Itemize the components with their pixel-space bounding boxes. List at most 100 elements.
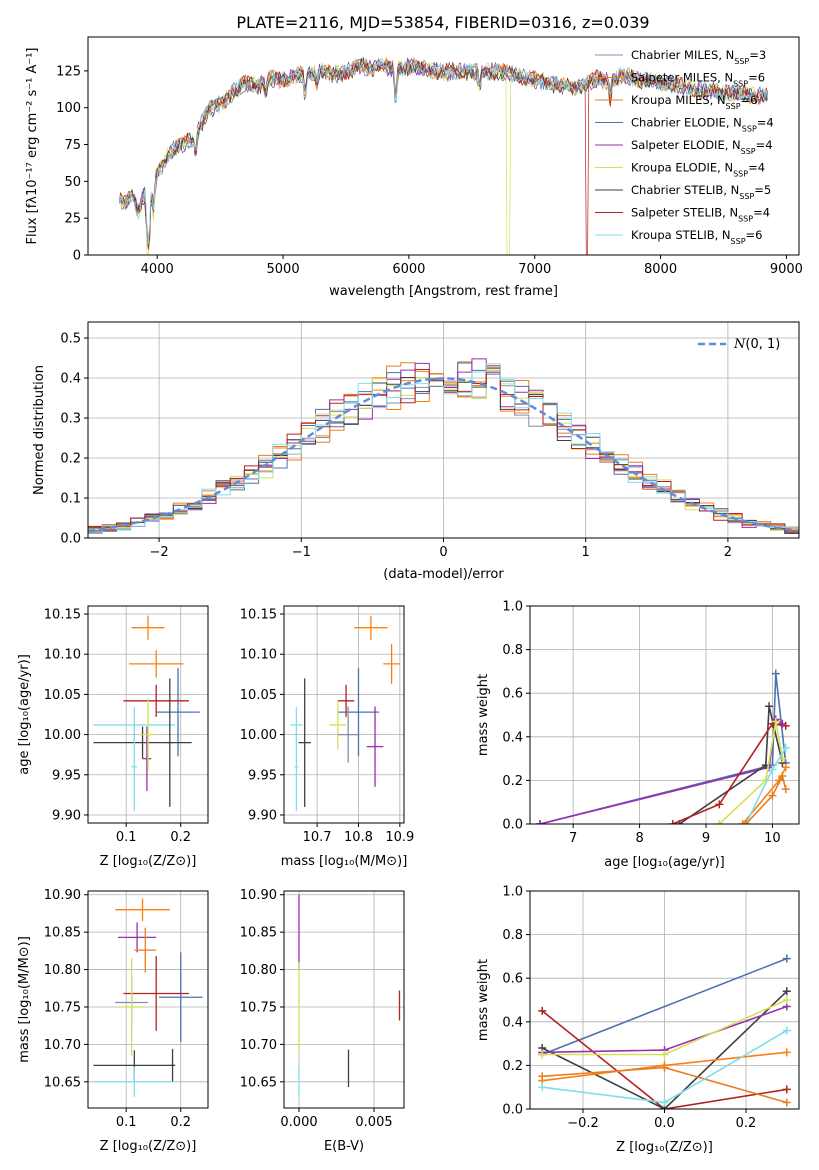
y-tick-label: 10.65 — [240, 1075, 277, 1090]
y-tick-label: 125 — [56, 64, 81, 79]
plot-area — [535, 669, 790, 824]
mass-weight-marker — [538, 1006, 547, 1015]
mass-weight-marker — [782, 987, 791, 996]
mass-weight-marker — [741, 820, 750, 824]
y-tick-label: 10.65 — [44, 1075, 81, 1090]
y-axis-label: Flux [fλ10⁻¹⁷ erg cm⁻² s⁻¹ A⁻¹] — [25, 48, 40, 245]
plot-area — [538, 954, 791, 1109]
y-tick-label: 0.5 — [60, 332, 81, 347]
y-tick-label: 10.00 — [44, 728, 81, 743]
axes-border — [87, 605, 209, 824]
x-axis-label: E(B-V) — [324, 1139, 364, 1154]
y-tick-label: 10.85 — [44, 926, 81, 941]
mass-weight-marker — [538, 1072, 547, 1081]
legend-entry: N(0, 1) — [733, 337, 780, 352]
residual-legend: N(0, 1) — [698, 337, 780, 352]
mass-weight-marker — [538, 1050, 547, 1059]
y-tick-label: 9.95 — [52, 768, 81, 783]
y-tick-label: 0.6 — [502, 687, 523, 702]
y-tick-label: 10.15 — [44, 608, 81, 623]
normal-reference-curve — [88, 377, 799, 533]
x-tick-label: 0.1 — [116, 830, 137, 845]
y-tick-label: 0.2 — [502, 1059, 523, 1074]
spectrum-panel: 4000 5000 6000 7000 8000 9000 0 25 50 75 100 125 wav… — [25, 36, 803, 299]
legend-entry: Chabrier ELODIE, NSSP=4 — [631, 116, 774, 134]
y-tick-label: 10.05 — [44, 688, 81, 703]
mass-weight-marker — [768, 765, 777, 774]
axes-frame: 0.1 0.2 10.65 10.70 10.75 10.80 10.85 10.90 Z [l… — [17, 888, 209, 1154]
mass-vs-metallicity-panel: 0.1 0.2 10.65 10.70 10.75 10.80 10.85 10.90 Z [l… — [17, 888, 209, 1154]
mass-weight-marker — [782, 1026, 791, 1035]
y-tick-label: 1.0 — [502, 600, 523, 615]
mass-weight-marker — [715, 820, 724, 824]
mass-weight-marker — [782, 996, 791, 1004]
mass-weight-marker — [781, 763, 790, 772]
y-tick-label: 0.6 — [502, 972, 523, 987]
x-tick-label: −2 — [150, 545, 169, 560]
x-tick-label: 0.2 — [170, 830, 191, 845]
spectrum-series-line — [119, 57, 768, 245]
y-tick-label: 10.70 — [44, 1038, 81, 1053]
spectrum-legend: Chabrier MILES, NSSP=3 Salpeter MILES, NS… — [595, 48, 774, 246]
x-tick-label: 6000 — [392, 262, 425, 277]
axes-border — [87, 321, 800, 539]
mass-weight-marker — [782, 1085, 791, 1094]
y-tick-label: 0 — [73, 249, 81, 264]
axes-border — [283, 890, 405, 1109]
x-axis-label: (data-model)/error — [383, 567, 504, 582]
legend-entry: Kroupa ELODIE, NSSP=4 — [631, 161, 765, 179]
y-tick-label: 10.05 — [240, 688, 277, 703]
mass-weight-line — [745, 773, 787, 824]
x-tick-label: 0.1 — [116, 1115, 137, 1130]
x-tick-label: 10 — [764, 831, 781, 846]
axes-frame: 0.000 0.005 10.65 10.70 10.75 10.80 10.85 10.90… — [240, 888, 405, 1154]
y-tick-label: 0.0 — [502, 1103, 523, 1118]
residuals-panel: −2 −1 0 1 2 0.0 0.1 0.2 0.3 0.4 0.5 (data-model)/er… — [32, 321, 800, 582]
x-tick-label: 10.9 — [385, 830, 414, 845]
y-axis-label: Normed distribution — [32, 365, 47, 495]
y-axis-label: mass weight — [476, 674, 491, 756]
mass-weight-marker — [781, 721, 790, 730]
y-tick-label: 10.15 — [240, 608, 277, 623]
axes-border — [87, 890, 209, 1109]
x-tick-label: 9000 — [770, 262, 803, 277]
plot-area — [88, 358, 799, 538]
legend-entry: Salpeter STELIB, NSSP=4 — [631, 206, 770, 224]
y-axis-label: mass weight — [476, 959, 491, 1041]
y-tick-label: 0.0 — [60, 532, 81, 547]
x-tick-label: 0.005 — [355, 1115, 392, 1130]
y-tick-label: 10.00 — [240, 728, 277, 743]
mass-weight-line — [541, 990, 788, 1109]
x-axis-label: wavelength [Angstrom, rest frame] — [329, 284, 558, 299]
y-tick-label: 9.90 — [52, 808, 81, 823]
x-tick-label: 2 — [724, 545, 732, 560]
y-tick-label: 9.90 — [248, 808, 277, 823]
residual-histogram — [88, 363, 799, 538]
axes-frame: 0.1 0.2 9.90 9.95 10.00 10.05 10.10 10.15 Z [log… — [17, 605, 209, 869]
mass-weight-marker — [660, 1098, 669, 1107]
x-tick-label: 1 — [582, 545, 590, 560]
plot-area — [290, 615, 400, 811]
mass-weight-marker — [660, 1063, 669, 1072]
x-tick-label: 0.2 — [736, 1116, 757, 1131]
y-tick-label: 0.8 — [502, 643, 523, 658]
mass-weight-marker — [715, 800, 724, 809]
y-tick-label: 10.75 — [240, 1000, 277, 1015]
mass-weight-marker — [781, 785, 790, 794]
weight-vs-metallicity-panel: −0.2 0.0 0.2 0.0 0.2 0.4 0.6 0.8 1.0 Z [log₁₀(Z/Z… — [476, 885, 800, 1155]
legend-entry: Chabrier MILES, NSSP=3 — [631, 48, 766, 66]
y-tick-label: 10.80 — [44, 963, 81, 978]
y-tick-label: 25 — [64, 212, 81, 227]
y-tick-label: 10.10 — [44, 648, 81, 663]
x-tick-label: 9 — [702, 831, 710, 846]
mass-weight-line — [718, 721, 784, 824]
legend-entry: Salpeter ELODIE, NSSP=4 — [631, 138, 773, 156]
legend-entry: Chabrier STELIB, NSSP=5 — [631, 183, 771, 201]
y-tick-label: 0.4 — [502, 1015, 523, 1030]
axes-border — [529, 890, 800, 1110]
y-tick-label: 10.90 — [240, 888, 277, 903]
mass-weight-marker — [738, 820, 747, 824]
x-tick-label: −0.2 — [567, 1116, 599, 1131]
x-axis-label: Z [log₁₀(Z/Z⊙)] — [616, 1140, 713, 1155]
